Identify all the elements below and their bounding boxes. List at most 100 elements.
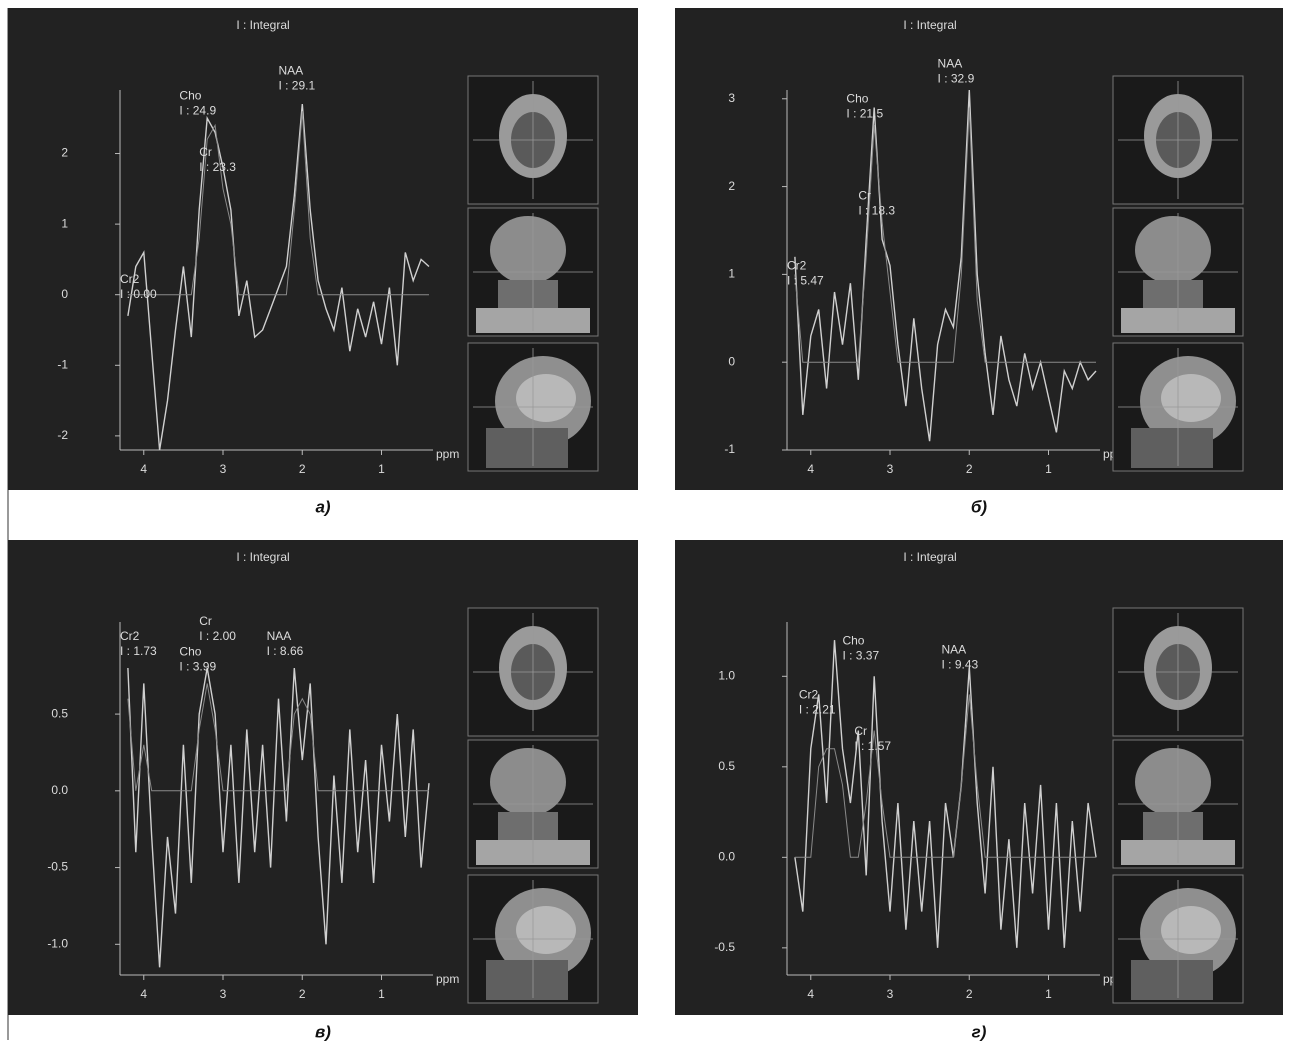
peak-integral: I : 3.99 [179, 660, 216, 674]
x-tick-label: 2 [299, 987, 306, 1001]
peak-name: NAA [938, 57, 963, 71]
x-tick-label: 4 [140, 462, 147, 476]
mri-sagittal-neck [1131, 428, 1213, 468]
peak-name: NAA [267, 629, 292, 643]
y-tick-label: 3 [728, 91, 735, 105]
y-tick-label: 1 [728, 267, 735, 281]
mri-sagittal-inner [516, 374, 576, 422]
peak-name: Cr2 [787, 259, 807, 273]
y-tick-label: 2 [728, 179, 735, 193]
peak-name: Cr [854, 724, 867, 738]
y-tick-label: -1 [57, 357, 68, 371]
y-tick-label: -2 [57, 428, 68, 442]
peak-name: Cr [858, 188, 871, 202]
peak-name: Cr2 [120, 272, 140, 286]
mri-sagittal-inner [1161, 374, 1221, 422]
x-axis-label: ppm [436, 972, 459, 986]
mri-sagittal-neck [486, 960, 568, 1000]
panel-caption: а) [315, 497, 330, 516]
x-tick-label: 4 [807, 987, 814, 1001]
y-tick-label: 0.5 [718, 759, 735, 773]
y-tick-label: 0.0 [718, 850, 735, 864]
peak-name: Cho [842, 633, 864, 647]
peak-integral: I : 9.43 [942, 657, 979, 671]
peak-name: Cho [179, 88, 201, 102]
spectrum-line [127, 104, 430, 451]
peak-name: Cho [846, 92, 868, 106]
x-tick-label: 1 [1045, 987, 1052, 1001]
peak-name: NAA [942, 642, 967, 656]
panel-caption: г) [972, 1022, 987, 1041]
chart-title: I : Integral [903, 18, 956, 32]
peak-integral: I : 5.47 [787, 274, 824, 288]
y-tick-label: 0 [61, 287, 68, 301]
peak-integral: I : 29.1 [278, 79, 315, 93]
mri-sagittal-neck [486, 428, 568, 468]
x-tick-label: 4 [140, 987, 147, 1001]
x-tick-label: 1 [378, 462, 385, 476]
y-tick-label: 0 [728, 354, 735, 368]
x-tick-label: 2 [966, 987, 973, 1001]
x-axis-label: ppm [436, 447, 459, 461]
x-tick-label: 2 [966, 462, 973, 476]
fit-line [127, 111, 429, 296]
panel-caption: в) [315, 1022, 331, 1041]
peak-name: Cr2 [120, 629, 140, 643]
y-tick-label: -1.0 [47, 936, 68, 950]
mri-coronal [490, 216, 566, 284]
x-tick-label: 3 [887, 462, 894, 476]
peak-name: Cr [199, 145, 212, 159]
mri-coronal [1135, 748, 1211, 816]
fit-line [127, 683, 429, 792]
y-tick-label: 1 [61, 216, 68, 230]
y-tick-label: -1 [724, 442, 735, 456]
peak-name: Cr2 [799, 688, 819, 702]
peak-integral: I : 8.66 [267, 644, 304, 658]
chart-title: I : Integral [236, 550, 289, 564]
peak-integral: I : 1.57 [854, 739, 891, 753]
peak-integral: I : 2.21 [799, 703, 836, 717]
peak-integral: I : 32.9 [938, 72, 975, 86]
x-tick-label: 3 [220, 462, 227, 476]
fit-line [794, 107, 1096, 363]
x-tick-label: 1 [1045, 462, 1052, 476]
peak-integral: I : 23.3 [199, 160, 236, 174]
fit-line [794, 694, 1096, 858]
x-tick-label: 3 [220, 987, 227, 1001]
x-tick-label: 3 [887, 987, 894, 1001]
spectrum-line [794, 89, 1097, 442]
mri-coronal [1135, 216, 1211, 284]
peak-integral: I : 24.9 [179, 103, 216, 117]
y-tick-label: -0.5 [47, 860, 68, 874]
x-tick-label: 2 [299, 462, 306, 476]
x-tick-label: 4 [807, 462, 814, 476]
mri-coronal [490, 748, 566, 816]
y-tick-label: 0.5 [51, 706, 68, 720]
peak-name: NAA [278, 64, 303, 78]
peak-integral: I : 1.73 [120, 644, 157, 658]
x-tick-label: 1 [378, 987, 385, 1001]
mri-sagittal-inner [516, 906, 576, 954]
y-tick-label: 0.0 [51, 783, 68, 797]
y-tick-label: -0.5 [714, 940, 735, 954]
peak-integral: I : 21.5 [846, 107, 883, 121]
spectrum-line [794, 640, 1097, 948]
peak-integral: I : 0.00 [120, 287, 157, 301]
peak-name: Cr [199, 614, 212, 628]
peak-integral: I : 18.3 [858, 203, 895, 217]
peak-name: Cho [179, 645, 201, 659]
panel-caption: б) [971, 497, 988, 516]
peak-integral: I : 3.37 [842, 648, 879, 662]
peak-integral: I : 2.00 [199, 629, 236, 643]
chart-title: I : Integral [236, 18, 289, 32]
mri-sagittal-inner [1161, 906, 1221, 954]
y-tick-label: 2 [61, 146, 68, 160]
mri-sagittal-neck [1131, 960, 1213, 1000]
chart-title: I : Integral [903, 550, 956, 564]
y-tick-label: 1.0 [718, 668, 735, 682]
